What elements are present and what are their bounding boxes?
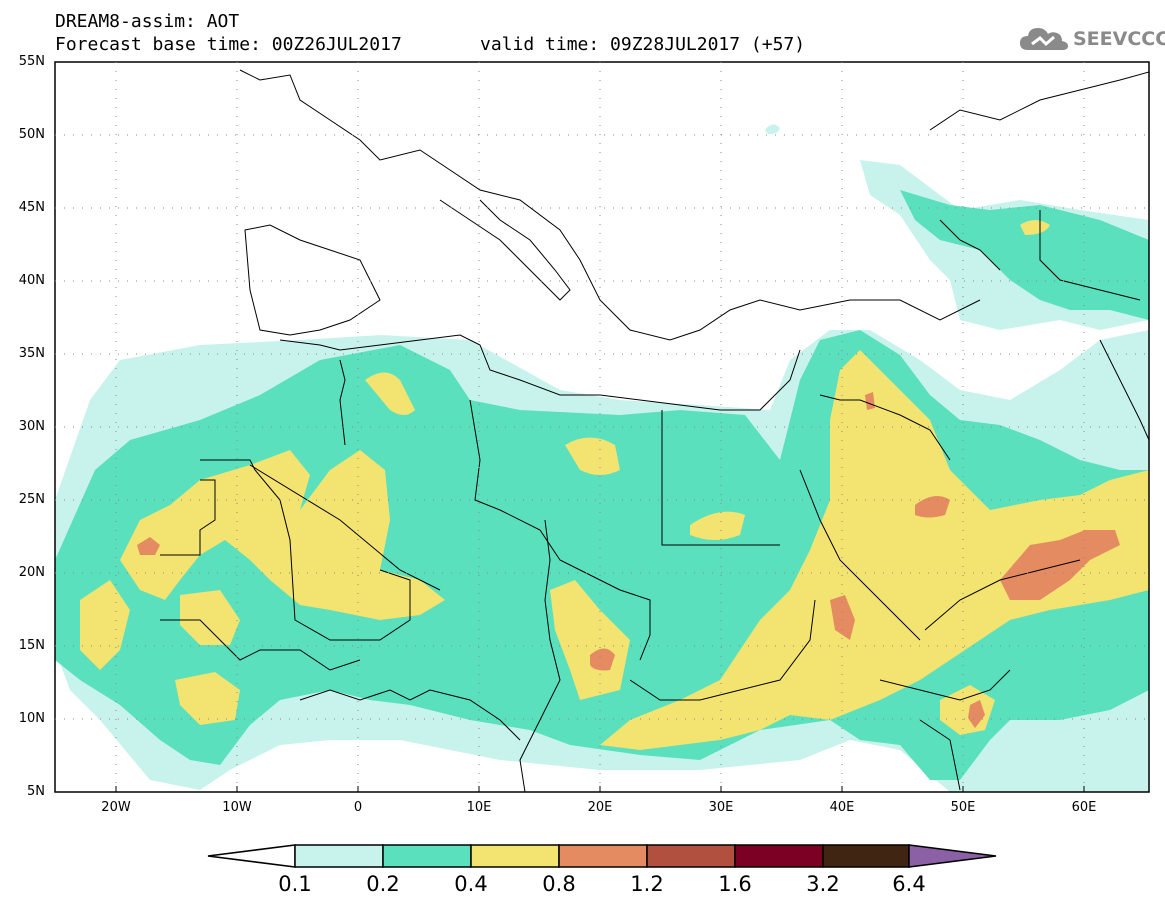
aot-field-orange bbox=[137, 537, 160, 555]
aot-field-orange bbox=[590, 648, 615, 671]
lon-label: 30E bbox=[708, 800, 734, 815]
colorbar-label: 0.1 bbox=[278, 872, 312, 896]
colorbar-label: 0.4 bbox=[454, 872, 488, 896]
aot-field-teal bbox=[900, 190, 1149, 320]
aot-field-light bbox=[765, 124, 780, 135]
logo-wordmark: SEEVCCC bbox=[1073, 28, 1165, 50]
colorbar-label: 1.6 bbox=[718, 872, 752, 896]
lon-label: 20W bbox=[101, 800, 131, 815]
cloud-logo-icon bbox=[1020, 28, 1068, 50]
aot-field-yellow bbox=[365, 372, 415, 415]
aot-field-yellow bbox=[565, 437, 620, 475]
lat-label: 40N bbox=[18, 273, 45, 288]
aot-field-orange bbox=[915, 496, 950, 518]
lat-label: 30N bbox=[18, 419, 45, 434]
aot-field-orange bbox=[830, 595, 855, 640]
lat-label: 35N bbox=[18, 346, 45, 361]
country-borders bbox=[160, 69, 1149, 792]
aot-field-yellow bbox=[1020, 220, 1050, 235]
lat-label: 10N bbox=[18, 711, 45, 726]
title-line-1: DREAM8-assim: AOT bbox=[55, 11, 240, 32]
colorbar-label: 0.2 bbox=[366, 872, 400, 896]
lon-label: 10W bbox=[222, 800, 252, 815]
aot-field-yellow bbox=[940, 685, 995, 735]
lat-label: 55N bbox=[18, 54, 45, 69]
colorbar-swatch bbox=[294, 844, 384, 868]
aot-field-yellow bbox=[120, 450, 445, 620]
colorbar-swatch bbox=[382, 844, 472, 868]
aot-field-orange bbox=[865, 392, 875, 410]
title-line-2: Forecast base time: 00Z26JUL2017 bbox=[55, 34, 402, 55]
lat-label: 25N bbox=[18, 492, 45, 507]
axis-ticks bbox=[115, 786, 1085, 792]
colorbar-label: 1.2 bbox=[630, 872, 664, 896]
colorbar-left-arrow bbox=[207, 844, 296, 868]
colorbar-swatch bbox=[558, 844, 648, 868]
lat-label: 50N bbox=[18, 127, 45, 142]
lat-label: 20N bbox=[18, 565, 45, 580]
colorbar-swatch bbox=[734, 844, 824, 868]
colorbar-right-arrow bbox=[908, 844, 997, 868]
lon-label: 40E bbox=[829, 800, 855, 815]
aot-field-yellow bbox=[600, 350, 1149, 750]
aot-field-yellow bbox=[80, 580, 130, 670]
colorbar-label: 6.4 bbox=[892, 872, 926, 896]
lat-label: 5N bbox=[27, 784, 45, 799]
aot-field-yellow bbox=[690, 511, 745, 540]
lat-label: 45N bbox=[18, 200, 45, 215]
lon-label: 50E bbox=[950, 800, 976, 815]
colorbar bbox=[207, 844, 997, 868]
colorbar-label: 0.8 bbox=[542, 872, 576, 896]
aot-fields bbox=[55, 124, 1149, 792]
lat-label: 15N bbox=[18, 638, 45, 653]
aot-field-yellow bbox=[175, 672, 240, 725]
colorbar-label: 3.2 bbox=[806, 872, 840, 896]
aot-field-orange bbox=[968, 700, 985, 728]
colorbar-swatch bbox=[470, 844, 560, 868]
colorbar-swatch bbox=[822, 844, 910, 868]
lon-label: 20E bbox=[587, 800, 613, 815]
valid-time-label: valid time: 09Z28JUL2017 (+57) bbox=[480, 34, 806, 55]
aot-field-yellow bbox=[180, 590, 240, 645]
lon-label: 0 bbox=[353, 800, 363, 815]
colorbar-swatch bbox=[646, 844, 736, 868]
lon-label: 60E bbox=[1071, 800, 1097, 815]
lon-label: 10E bbox=[466, 800, 492, 815]
